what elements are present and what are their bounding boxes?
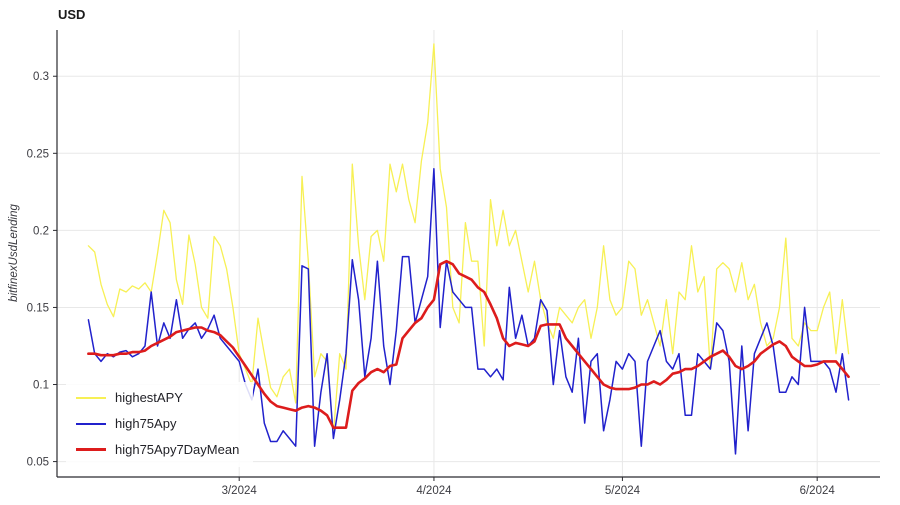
series-line-high75Apy7DayMean — [87, 259, 850, 430]
x-tick-label: 4/2024 — [416, 485, 452, 497]
y-tick-label: 0.3 — [33, 71, 49, 83]
legend-swatch-2 — [76, 448, 106, 451]
series-line-high75Apy — [87, 167, 850, 455]
x-tick-label: 3/2024 — [222, 485, 258, 497]
legend: highestAPY high75Apy high75Apy7DayMean — [66, 382, 254, 467]
x-tick-label: 6/2024 — [800, 485, 836, 497]
legend-label-highestAPY: highestAPY — [115, 390, 183, 405]
y-tick-label: 0.05 — [27, 457, 49, 469]
legend-item-high75Apy7DayMean[interactable]: high75Apy7DayMean — [76, 442, 239, 457]
x-tick-label: 5/2024 — [605, 485, 641, 497]
legend-swatch-1 — [76, 422, 106, 425]
legend-swatch-0 — [76, 396, 106, 399]
series-line-highestAPY — [87, 43, 850, 435]
y-axis-label: bitfinexUsdLending — [8, 204, 20, 302]
y-tick-label: 0.2 — [33, 225, 49, 237]
axes — [53, 30, 880, 481]
tick-labels: 0.05 0.1 0.15 0.2 0.25 0.3 3/2024 4/2024 5/2024 6… — [27, 71, 836, 497]
legend-label-high75Apy7DayMean: high75Apy7DayMean — [115, 442, 240, 457]
legend-label-high75Apy: high75Apy — [115, 416, 177, 431]
y-tick-label: 0.1 — [33, 380, 49, 392]
legend-item-highestAPY[interactable]: highestAPY — [76, 390, 239, 405]
y-tick-label: 0.15 — [27, 302, 49, 314]
legend-item-high75Apy[interactable]: high75Apy — [76, 416, 239, 431]
chart-title: USD — [58, 7, 86, 22]
y-tick-label: 0.25 — [27, 148, 49, 160]
